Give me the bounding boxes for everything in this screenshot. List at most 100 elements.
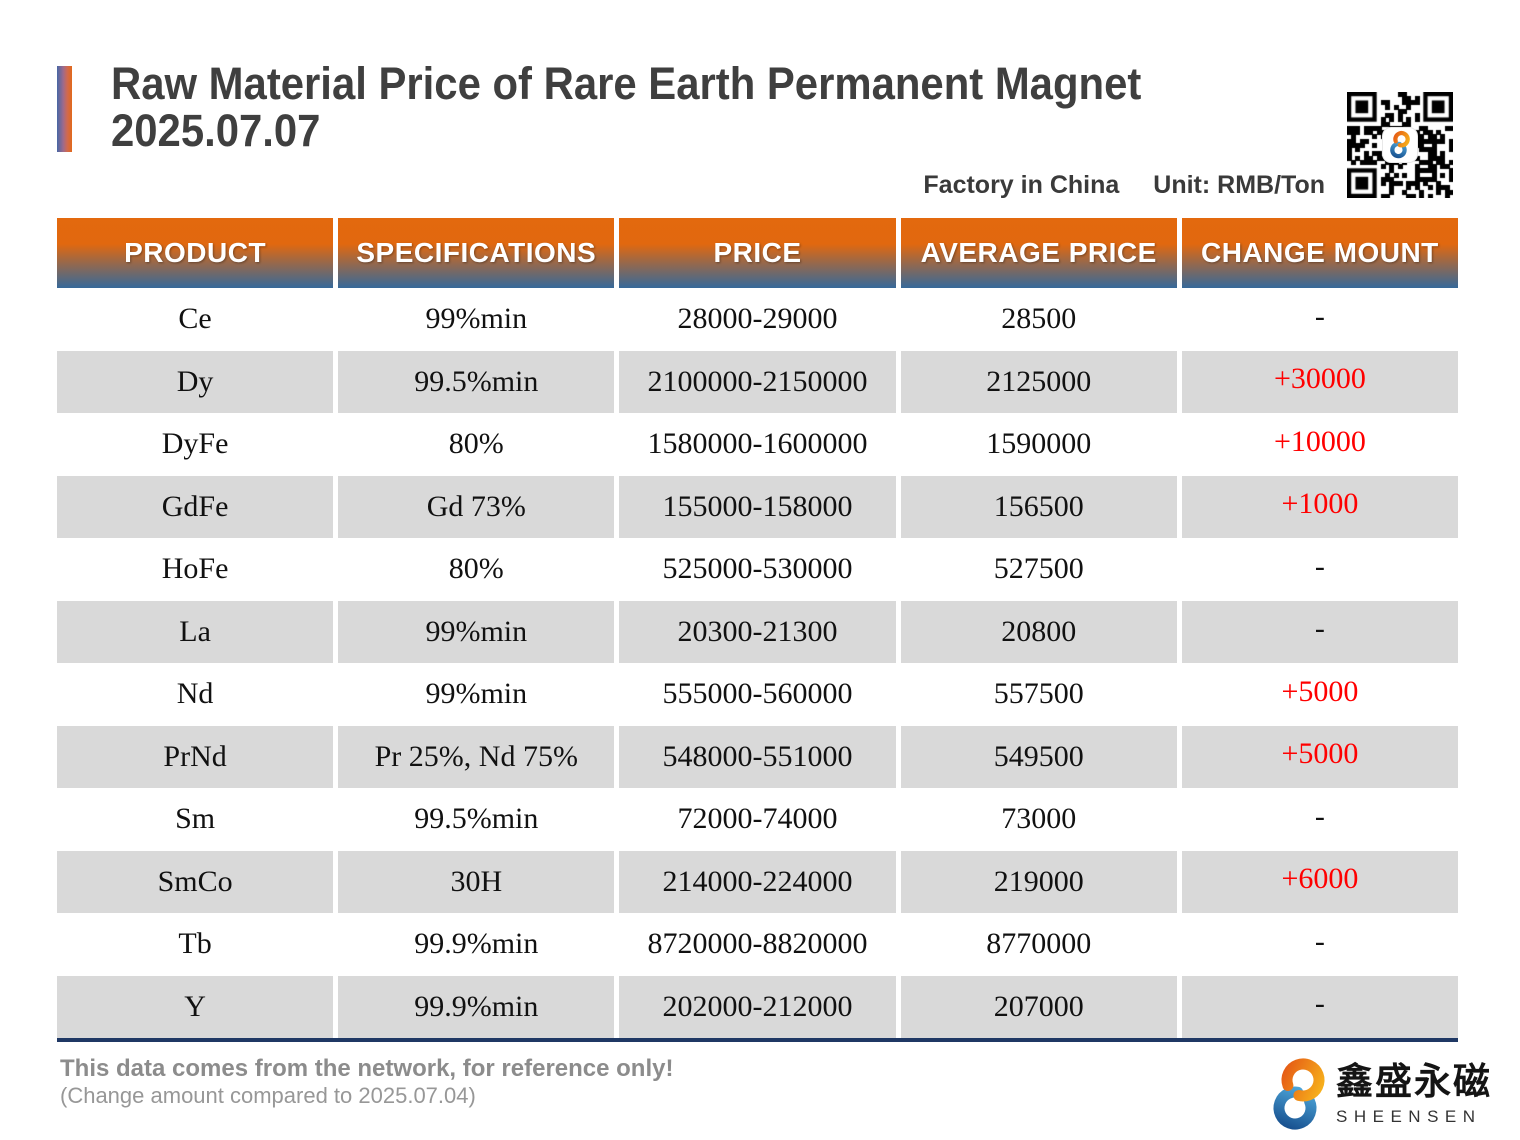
cell-change-amount: +6000 [1181, 850, 1458, 913]
cell-price: 525000-530000 [662, 552, 853, 586]
table-row: Tb 99.9%min 8720000-8820000 8770000 - [57, 913, 1458, 976]
cell-price: 548000-551000 [619, 725, 896, 788]
factory-label: Factory in China [923, 171, 1120, 199]
cell-specifications: 99%min [338, 600, 615, 663]
s-ring-logo-icon [1390, 130, 1410, 159]
cell-product: Sm [175, 802, 216, 836]
cell-product: Y [57, 975, 334, 1038]
cell-price: 2100000-2150000 [619, 350, 896, 413]
cell-change-amount: - [1181, 975, 1458, 1038]
table-row: HoFe 80% 525000-530000 527500 - [57, 538, 1458, 601]
table-header-row: PRODUCT SPECIFICATIONS PRICE AVERAGE PRI… [57, 218, 1458, 288]
cell-specifications: Gd 73% [338, 475, 615, 538]
table-row: Ce 99%min 28000-29000 28500 - [57, 288, 1458, 351]
meta-row: Factory in China Unit: RMB/Ton [700, 171, 1325, 200]
cell-change-amount: +5000 [1181, 725, 1458, 788]
cell-specifications: 99%min [425, 677, 528, 711]
cell-average-price: 1590000 [986, 427, 1092, 461]
cell-change-amount: - [1314, 299, 1325, 333]
cell-change-amount: +30000 [1181, 350, 1458, 413]
s-ring-logo-icon [1273, 1058, 1325, 1130]
table-row: Dy 99.5%min 2100000-2150000 2125000 +300… [57, 350, 1458, 413]
cell-change-amount: +5000 [1281, 674, 1359, 708]
cell-average-price: 156500 [900, 475, 1177, 538]
cell-price: 214000-224000 [619, 850, 896, 913]
cell-product: Tb [178, 927, 212, 961]
cell-change-amount: - [1314, 924, 1325, 958]
column-header-specifications: SPECIFICATIONS [338, 218, 615, 288]
table-body: Ce 99%min 28000-29000 28500 - Dy 99.5%mi… [57, 288, 1458, 1038]
page-title-date: 2025.07.07 [111, 105, 321, 156]
cell-price: 72000-74000 [677, 802, 838, 836]
qr-center-logo [1383, 128, 1417, 162]
cell-product: DyFe [161, 427, 229, 461]
cell-average-price: 207000 [900, 975, 1177, 1038]
cell-product: La [57, 600, 334, 663]
cell-change-amount: - [1314, 549, 1325, 583]
cell-product: HoFe [161, 552, 229, 586]
cell-specifications: 30H [338, 850, 615, 913]
cell-price: 28000-29000 [677, 302, 838, 336]
column-header-change-mount: CHANGE MOUNT [1181, 218, 1458, 288]
cell-average-price: 28500 [1001, 302, 1077, 336]
cell-product: Nd [176, 677, 214, 711]
cell-average-price: 73000 [1001, 802, 1077, 836]
brand-name-english: SHEENSEN [1336, 1107, 1482, 1126]
brand-logo: 鑫盛永磁 SHEENSEN [1270, 1056, 1492, 1134]
cell-average-price: 557500 [993, 677, 1084, 711]
cell-average-price: 20800 [900, 600, 1177, 663]
cell-specifications: 99.9%min [414, 927, 539, 961]
cell-product: SmCo [57, 850, 334, 913]
table-row: GdFe Gd 73% 155000-158000 156500 +1000 [57, 475, 1458, 538]
cell-average-price: 8770000 [986, 927, 1092, 961]
footer-note-line2: (Change amount compared to 2025.07.04) [60, 1083, 476, 1108]
footer-note-line1: This data comes from the network, for re… [60, 1055, 674, 1082]
table-row: PrNd Pr 25%, Nd 75% 548000-551000 549500… [57, 725, 1458, 788]
cell-average-price: 527500 [993, 552, 1084, 586]
cell-change-amount: +10000 [1273, 424, 1366, 458]
table-row: DyFe 80% 1580000-1600000 1590000 +10000 [57, 413, 1458, 476]
cell-average-price: 549500 [900, 725, 1177, 788]
cell-price: 1580000-1600000 [647, 427, 868, 461]
cell-specifications: 80% [448, 552, 504, 586]
cell-specifications: 99.5%min [338, 350, 615, 413]
column-header-average-price: AVERAGE PRICE [900, 218, 1177, 288]
brand-text: 鑫盛永磁 SHEENSEN [1336, 1056, 1492, 1134]
cell-specifications: 80% [448, 427, 504, 461]
table-row: SmCo 30H 214000-224000 219000 +6000 [57, 850, 1458, 913]
cell-price: 555000-560000 [662, 677, 853, 711]
cell-product: GdFe [57, 475, 334, 538]
cell-average-price: 2125000 [900, 350, 1177, 413]
cell-product: PrNd [57, 725, 334, 788]
cell-price: 8720000-8820000 [647, 927, 868, 961]
table-row: Sm 99.5%min 72000-74000 73000 - [57, 788, 1458, 851]
cell-specifications: 99.9%min [338, 975, 615, 1038]
brand-name-chinese: 鑫盛永磁 [1336, 1061, 1492, 1102]
page-title: Raw Material Price of Rare Earth Permane… [111, 60, 1219, 154]
qr-code [1347, 92, 1453, 198]
table-row: Nd 99%min 555000-560000 557500 +5000 [57, 663, 1458, 726]
footer-note: This data comes from the network, for re… [60, 1055, 673, 1109]
table-row: Y 99.9%min 202000-212000 207000 - [57, 975, 1458, 1038]
cell-change-amount: - [1181, 600, 1458, 663]
cell-specifications: 99%min [425, 302, 528, 336]
cell-specifications: Pr 25%, Nd 75% [338, 725, 615, 788]
column-header-price: PRICE [619, 218, 896, 288]
cell-price: 202000-212000 [619, 975, 896, 1038]
cell-price: 155000-158000 [619, 475, 896, 538]
cell-change-amount: - [1314, 799, 1325, 833]
price-table: PRODUCT SPECIFICATIONS PRICE AVERAGE PRI… [57, 218, 1458, 1038]
page-title-line1: Raw Material Price of Rare Earth Permane… [111, 58, 1142, 109]
table-row: La 99%min 20300-21300 20800 - [57, 600, 1458, 663]
cell-product: Dy [57, 350, 334, 413]
cell-change-amount: +1000 [1181, 475, 1458, 538]
cell-price: 20300-21300 [619, 600, 896, 663]
cell-specifications: 99.5%min [414, 802, 539, 836]
table-bottom-rule [57, 1038, 1458, 1042]
column-header-product: PRODUCT [57, 218, 334, 288]
unit-label: Unit: RMB/Ton [1153, 171, 1325, 199]
cell-average-price: 219000 [900, 850, 1177, 913]
cell-product: Ce [178, 302, 212, 336]
title-accent-bar [57, 66, 72, 152]
